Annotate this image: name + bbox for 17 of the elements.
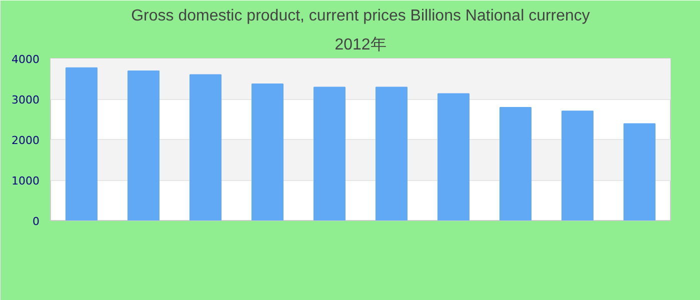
chart-subtitle: 2012年 — [334, 36, 386, 54]
bar — [314, 86, 346, 220]
y-tick-label: 3000 — [12, 94, 40, 106]
bar — [500, 107, 532, 220]
bar — [190, 74, 222, 220]
bar — [128, 70, 160, 220]
bar — [438, 93, 470, 220]
bar — [66, 67, 98, 220]
bar — [624, 123, 656, 220]
bar — [252, 84, 284, 220]
bar — [562, 110, 594, 220]
chart-title: Gross domestic product, current prices Billions National currency — [131, 8, 590, 24]
bar — [376, 86, 408, 220]
y-tick-label: 0 — [32, 215, 40, 228]
y-tick-label: 1000 — [12, 174, 40, 188]
y-tick-label: 4000 — [12, 53, 40, 66]
y-tick-label: 2000 — [12, 134, 40, 147]
